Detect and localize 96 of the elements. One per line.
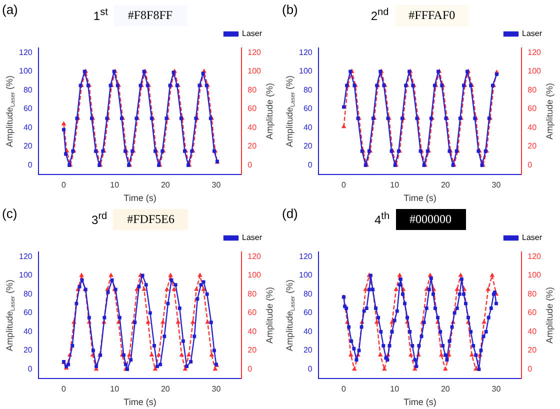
y2-tick-label: 20 [248, 142, 258, 151]
y2-tick-label: 60 [248, 104, 258, 114]
x-tick-label: 0 [62, 384, 67, 394]
y-tick-label: 100 [18, 270, 33, 280]
y-tick-label: 40 [23, 122, 33, 132]
y2-tick-label: 120 [528, 48, 542, 57]
y-tick-label: 0 [308, 160, 313, 170]
x-tick-label: 30 [212, 180, 222, 190]
y-tick-label: 20 [23, 346, 33, 355]
x-tick-label: 0 [342, 180, 347, 190]
text: (d) [282, 206, 298, 221]
y2-tick-label: 100 [248, 66, 262, 76]
legend-label: Laser [522, 29, 542, 38]
y-tick-label: 40 [303, 122, 313, 132]
y2-tick-label: 120 [248, 252, 262, 261]
y2-tick-label: 60 [528, 104, 538, 114]
y-tick-label: 60 [23, 308, 33, 318]
y-tick-label: 100 [18, 66, 33, 76]
x-tick-label: 20 [160, 384, 170, 394]
y-tick-label: 60 [303, 104, 313, 114]
x-tick-label: 20 [160, 180, 170, 190]
y2-tick-label: 100 [528, 66, 542, 76]
y2-tick-label: 20 [248, 346, 258, 355]
x-tick-label: 30 [492, 384, 502, 394]
y-tick-label: 20 [23, 142, 33, 151]
x-tick-label: 30 [492, 180, 502, 190]
x-axis-title: Time (s) [404, 193, 436, 204]
y2-tick-label: 0 [248, 160, 253, 170]
x-tick-label: 10 [390, 180, 400, 190]
y2-tick-label: 100 [248, 270, 262, 280]
y-tick-label: 0 [308, 364, 313, 374]
chart-title: 3$^{rd}$ [92, 211, 108, 227]
x-tick-label: 30 [212, 384, 222, 394]
x-tick-label: 10 [390, 384, 400, 394]
y-tick-label: 20 [303, 142, 313, 151]
y2-tick-label: 0 [528, 160, 533, 170]
chart-subtitle: #F8F8FF [114, 4, 187, 26]
text: (c) [2, 206, 18, 221]
y2-tick-label: 100 [528, 270, 542, 280]
y-tick-label: 0 [28, 160, 33, 170]
y-tick-label: 120 [298, 48, 313, 57]
y-tick-label: 20 [303, 346, 313, 355]
y2-tick-label: 20 [528, 346, 538, 355]
y-tick-label: 0 [28, 364, 33, 374]
x-tick-label: 10 [110, 180, 120, 190]
y-tick-label: 100 [298, 66, 313, 76]
y-tick-label: 100 [298, 270, 313, 280]
y-tick-label: 120 [18, 48, 33, 57]
y2-tick-label: 40 [248, 326, 258, 336]
y2-tick-label: 120 [248, 48, 262, 57]
x-axis-title: Time (s) [124, 193, 156, 204]
text: (a) [2, 2, 18, 17]
y-tick-label: 120 [298, 252, 313, 261]
y2-tick-label: 40 [528, 326, 538, 336]
x-tick-label: 0 [342, 384, 347, 394]
y-tick-label: 120 [18, 252, 33, 261]
chart-title: 1$^{st}$ [93, 7, 108, 23]
y2-tick-label: 0 [248, 364, 253, 374]
chart-title: 4$^{th}$ [374, 211, 390, 227]
text: (b) [282, 2, 298, 17]
y2-tick-label: 60 [248, 308, 258, 318]
y-tick-label: 80 [23, 85, 33, 94]
x-tick-label: 10 [110, 384, 120, 394]
y2-tick-label: 80 [248, 289, 258, 298]
legend-label: Laser [522, 233, 542, 242]
chart-subtitle: #FDF5E6 [113, 208, 188, 230]
y2-axis-title: Amplitude (%) [264, 287, 274, 344]
y2-axis-title: Amplitude (%) [544, 287, 554, 344]
y-tick-label: 60 [303, 308, 313, 318]
y-tick-label: 40 [23, 326, 33, 336]
y2-tick-label: 20 [528, 142, 538, 151]
y2-tick-label: 0 [528, 364, 533, 374]
legend-label: Laser [242, 233, 262, 242]
chart-title: 2$^{nd}$ [370, 7, 389, 23]
x-axis-title: Time (s) [404, 397, 436, 408]
y2-tick-label: 60 [528, 308, 538, 318]
y-tick-label: 80 [303, 289, 313, 298]
y2-tick-label: 80 [528, 85, 538, 94]
y2-tick-label: 120 [528, 252, 542, 261]
y2-tick-label: 40 [528, 122, 538, 132]
x-tick-label: 0 [62, 180, 67, 190]
y-tick-label: 80 [303, 85, 313, 94]
y2-axis-title: Amplitude (%) [264, 83, 274, 140]
y2-tick-label: 80 [248, 85, 258, 94]
x-tick-label: 20 [440, 384, 450, 394]
chart-subtitle: #FFFAF0 [394, 4, 470, 26]
legend-label: Laser [242, 29, 262, 38]
chart-subtitle: #000000 [396, 208, 466, 230]
x-tick-label: 20 [440, 180, 450, 190]
x-axis-title: Time (s) [124, 397, 156, 408]
y2-tick-label: 40 [248, 122, 258, 132]
y-tick-label: 40 [303, 326, 313, 336]
y2-tick-label: 80 [528, 289, 538, 298]
y-tick-label: 60 [23, 104, 33, 114]
y-tick-label: 80 [23, 289, 33, 298]
y2-axis-title: Amplitude (%) [544, 83, 554, 140]
